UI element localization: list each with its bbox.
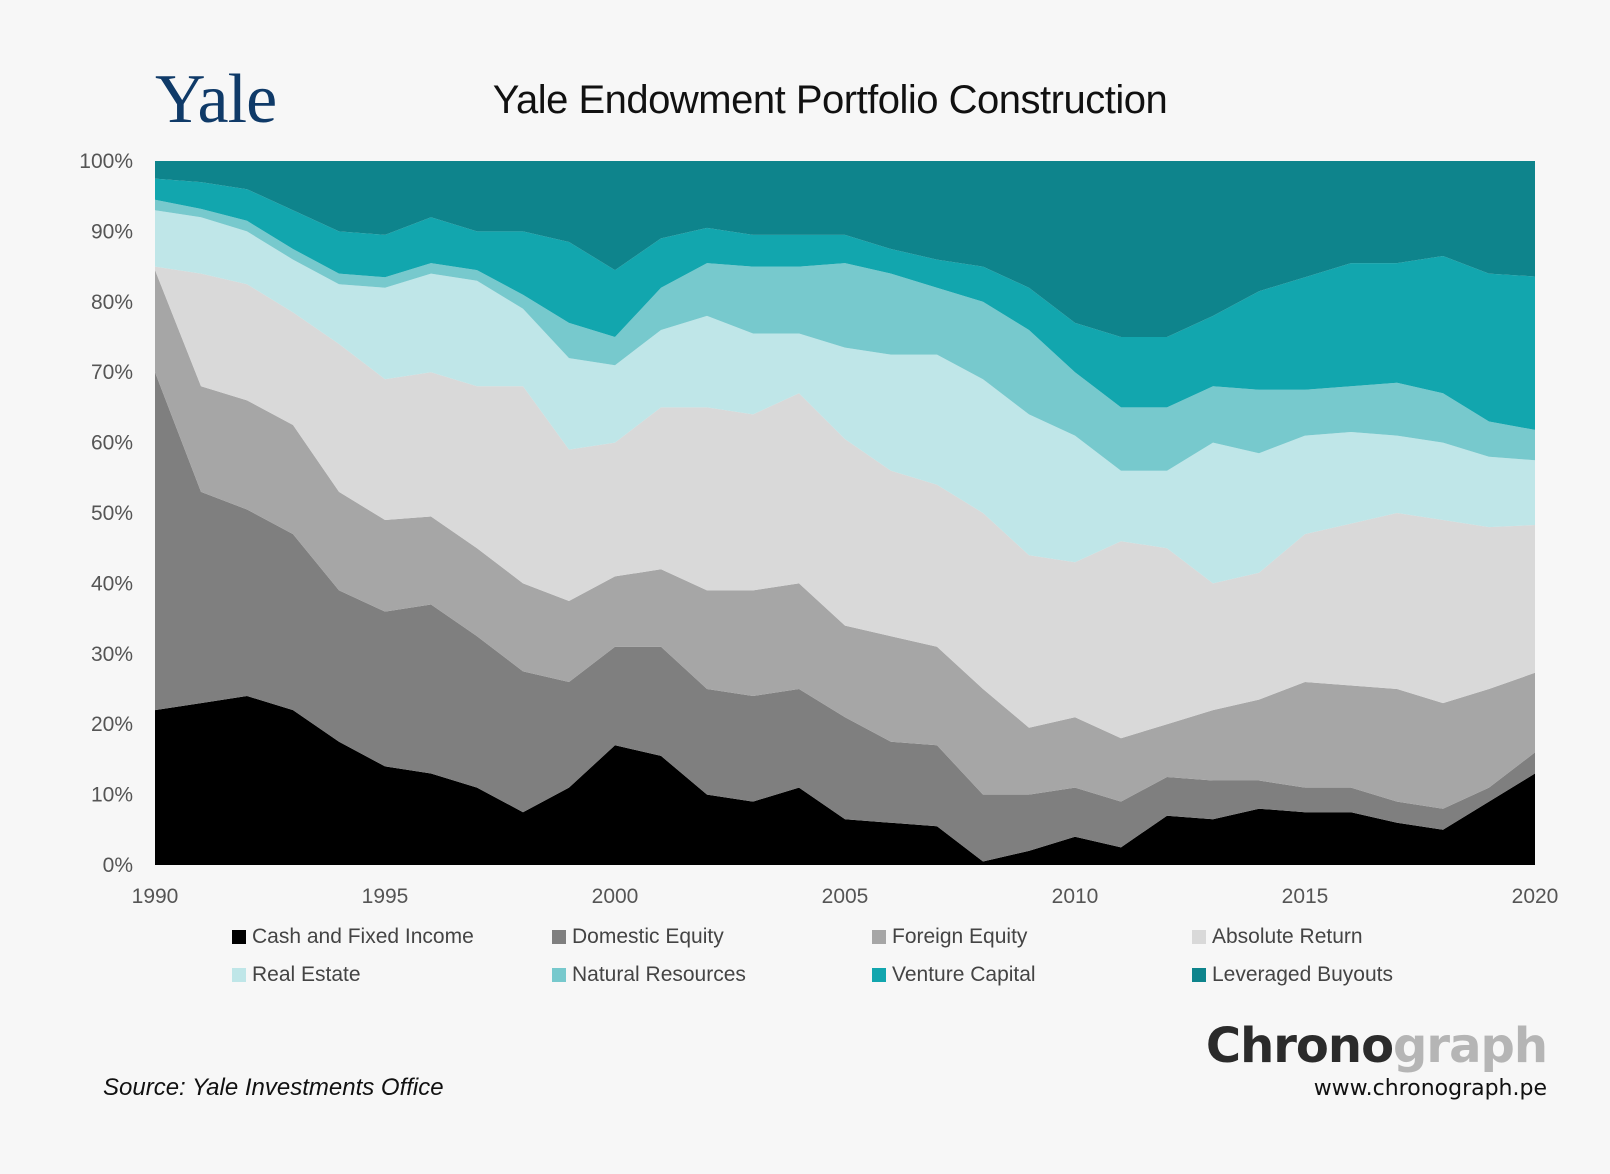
legend-swatch [232,968,246,982]
y-tick-label: 40% [91,572,133,595]
legend-label: Foreign Equity [892,925,1028,948]
legend-label: Real Estate [252,963,361,986]
brand-light-text: graph [1393,1018,1548,1074]
y-tick-label: 70% [91,361,133,384]
y-tick-label: 80% [91,291,133,314]
chronograph-logo: Chronograph [1205,1018,1548,1074]
legend-swatch [552,930,566,944]
legend-label: Natural Resources [572,963,746,986]
stacked-area-chart: 0%10%20%30%40%50%60%70%80%90%100% 1990 19… [79,150,1559,908]
brand-dark-text: Chrono [1205,1018,1394,1074]
legend-item: Leveraged Buyouts [1192,963,1512,987]
x-tick-label: 2010 [1052,885,1099,908]
area-absolute-return [155,266,1535,739]
legend: Cash and Fixed Income Domestic Equity Fore… [232,925,1532,987]
legend-label: Absolute Return [1212,925,1363,948]
legend-item: Absolute Return [1192,925,1512,949]
legend-item: Cash and Fixed Income [232,925,552,949]
y-tick-label: 20% [91,713,133,736]
x-tick-label: 2015 [1282,885,1329,908]
y-tick-label: 100% [79,150,133,173]
y-tick-label: 90% [91,220,133,243]
legend-item: Natural Resources [552,963,872,987]
x-tick-label: 2020 [1512,885,1559,908]
x-tick-label: 1990 [132,885,179,908]
source-note: Source: Yale Investments Office [103,1074,444,1101]
area-cash-and-fixed-income [155,696,1535,865]
legend-label: Cash and Fixed Income [252,925,474,948]
yale-logo: Yale [155,61,277,138]
y-tick-label: 50% [91,502,133,525]
area-leveraged-buyouts [155,161,1535,337]
legend-item: Domestic Equity [552,925,872,949]
legend-swatch [1192,930,1206,944]
y-tick-label: 60% [91,432,133,455]
legend-swatch [232,930,246,944]
y-tick-label: 0% [103,854,133,877]
y-axis: 0% 10% 20% 30% 40% 50% 60% 70% 80% 90% 100% [79,150,133,877]
legend-swatch [1192,968,1206,982]
x-axis: 1990 1995 2000 2005 2010 2015 2020 [132,885,1559,908]
area-natural-resources [155,199,1535,471]
legend-label: Domestic Equity [572,925,724,948]
legend-item: Venture Capital [872,963,1192,987]
website-url: www.chronograph.pe [1313,1076,1547,1101]
x-tick-label: 2000 [592,885,639,908]
legend-item: Foreign Equity [872,925,1192,949]
legend-label: Venture Capital [892,963,1036,986]
x-tick-label: 2005 [822,885,869,908]
legend-swatch [872,968,886,982]
area-layers [155,161,1535,865]
y-tick-label: 10% [91,784,133,807]
chart-title: Yale Endowment Portfolio Construction [492,78,1168,122]
x-tick-label: 1995 [362,885,409,908]
area-domestic-equity [155,372,1535,862]
area-real-estate [155,210,1535,584]
legend-item: Real Estate [232,963,552,987]
legend-swatch [872,930,886,944]
legend-label: Leveraged Buyouts [1212,963,1393,986]
area-venture-capital [155,178,1535,430]
y-tick-label: 30% [91,643,133,666]
area-foreign-equity [155,270,1535,809]
legend-swatch [552,968,566,982]
